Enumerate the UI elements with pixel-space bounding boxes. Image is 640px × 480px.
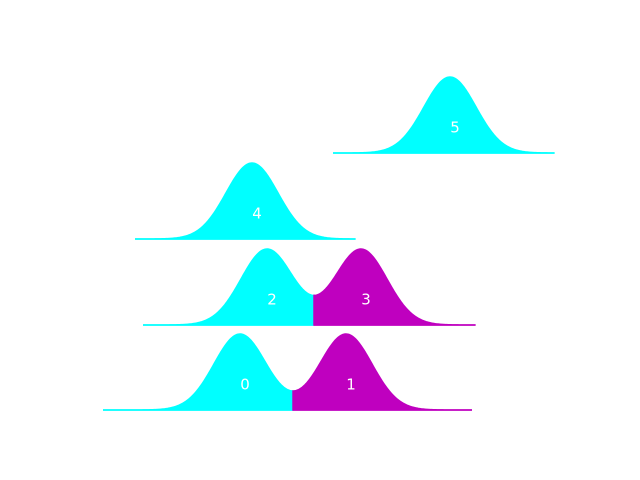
bump-label: 2	[267, 291, 277, 309]
bump-label: 3	[361, 291, 371, 309]
bump-label: 5	[450, 119, 460, 137]
bump-label: 4	[252, 205, 262, 223]
bump	[103, 333, 294, 411]
bump-label: 1	[346, 376, 356, 394]
bump	[143, 248, 315, 326]
bump	[135, 162, 356, 240]
bump	[313, 248, 476, 326]
bump	[333, 76, 555, 154]
bump	[292, 333, 472, 411]
bump-label: 0	[240, 376, 250, 394]
